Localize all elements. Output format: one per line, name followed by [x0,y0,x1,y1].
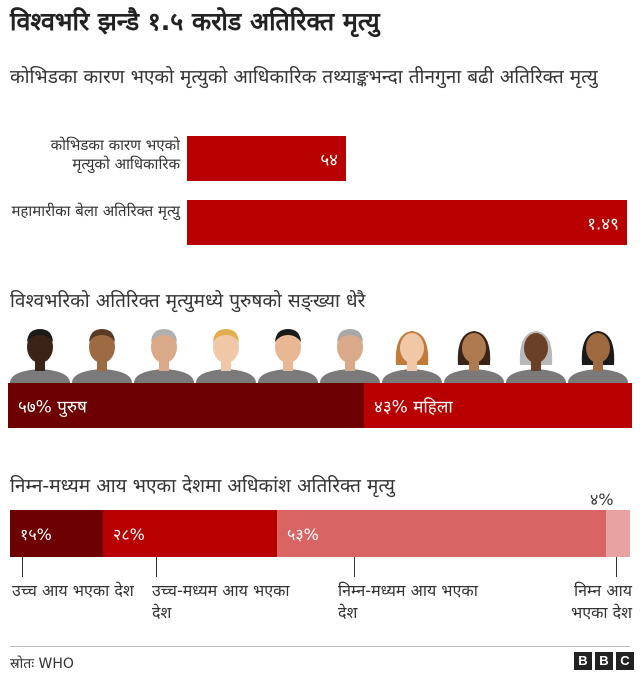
tick-label-low-income: निम्न आय भएका देश [571,581,632,622]
tick-upper-middle-income [156,557,157,577]
bbc-logo-letter: C [616,652,634,670]
tick-low-income [616,557,617,577]
person-icon-male-3 [134,329,194,383]
person-icon-male-6 [320,329,380,383]
segment-high-income: १५% [10,510,103,557]
person-icon-male-2 [72,329,132,383]
bar-official-deaths: ५४ [187,136,346,181]
person-icon-female-3 [506,331,566,383]
segment-high-income-label: १५% [20,524,52,544]
tick-high-income [22,557,23,577]
segment-male: ५७% पुरुष [8,383,364,428]
category-label-excess: महामारीका बेला अतिरिक्त मृत्यु [11,202,180,220]
person-icon-female-1 [382,331,442,383]
person-icon-male-5 [258,329,318,383]
bar-value-excess: १.४९ [587,214,619,234]
chart-title: विश्वभरि झन्डै १.५ करोड अतिरिक्त मृत्यु [10,7,380,36]
section3-title: निम्न-मध्यम आय भएका देशमा अधिकांश अतिरिक… [10,475,395,497]
tick-label-lower-middle-income: निम्न-मध्यम आय भएका देश [338,581,478,622]
footer-divider [10,646,630,647]
person-icon-male-4 [196,329,256,383]
segment-female: ४३% महिला [364,383,632,428]
tick-label-high-income: उच्च आय भएका देश [12,581,134,600]
segment-low-income-label: ४% [590,490,614,509]
segment-lower-middle-income-label: ५३% [287,524,319,544]
tick-label-upper-middle-income: उच्च-मध्यम आय भएका देश [152,581,290,622]
tick-lower-middle-income [354,557,355,577]
people-illustration [10,329,628,383]
person-icon-female-4 [568,331,628,383]
segment-low-income [606,510,630,557]
section1-subtitle: कोभिडका कारण भएको मृत्युको आधिकारिक तथ्य… [10,66,598,88]
segment-male-label: ५७% पुरुष [18,397,87,417]
section2-title: विश्वभरिको अतिरिक्त मृत्युमध्ये पुरुषको … [10,290,366,312]
bar-excess-deaths: १.४९ [187,200,627,245]
category-label-official: कोभिडका कारण भएको मृत्युको आधिकारिक [50,136,180,173]
source-note: स्रोतः WHO [10,656,74,672]
person-icon-female-2 [444,331,504,383]
segment-upper-middle-income-label: २८% [113,524,145,544]
bbc-logo-letter: B [574,652,592,670]
bbc-logo-letter: B [595,652,613,670]
person-icon-male-1 [10,329,70,383]
bar-value-official: ५४ [320,150,338,170]
segment-female-label: ४३% महिला [374,397,453,417]
segment-upper-middle-income: २८% [103,510,277,557]
segment-lower-middle-income: ५३% [277,510,606,557]
bbc-logo: B B C [574,652,634,670]
